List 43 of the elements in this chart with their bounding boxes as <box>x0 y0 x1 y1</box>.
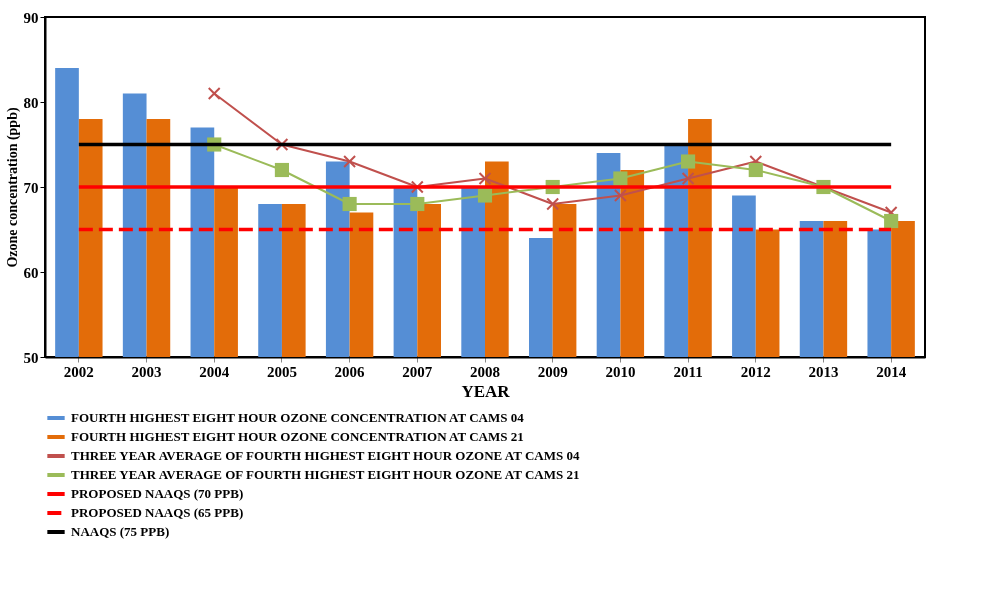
point <box>275 138 289 151</box>
x-tick-label: 2004 <box>199 363 230 380</box>
point <box>274 162 289 178</box>
x-tick-label: 2014 <box>876 363 907 380</box>
x-tick-label: 2009 <box>537 363 568 380</box>
x-tick-label: 2003 <box>131 363 162 380</box>
legend-label: NAAQS (75 PPB) <box>71 524 170 539</box>
point <box>477 188 493 203</box>
y-tick-label: 50 <box>23 349 39 366</box>
y-tick-label: 80 <box>23 94 39 111</box>
legend-label: THREE YEAR AVERAGE OF FOURTH HIGHEST EIGHT HOUR OZONE AT CAMS 04 <box>71 448 580 463</box>
y-tick-label: 90 <box>23 9 39 26</box>
point <box>613 189 627 202</box>
y-tick-label: 70 <box>23 179 39 196</box>
x-tick-label: 2010 <box>605 363 636 380</box>
x-tick-label: 2011 <box>673 363 703 380</box>
legend-label: FOURTH HIGHEST EIGHT HOUR OZONE CONCENTRATION AT CAMS 04 <box>71 410 525 425</box>
point <box>546 197 560 211</box>
x-tick-label: 2005 <box>266 363 297 380</box>
point <box>342 196 357 212</box>
point <box>478 172 492 185</box>
x-tick-label: 2007 <box>402 363 433 380</box>
x-axis-title: YEAR <box>461 381 511 401</box>
x-tick-label: 2008 <box>470 363 500 380</box>
point <box>410 196 425 212</box>
x-tick-label: 2012 <box>740 363 771 380</box>
x-tick-label: 2013 <box>808 363 839 380</box>
legend-label: FOURTH HIGHEST EIGHT HOUR OZONE CONCENTRATION AT CAMS 21 <box>71 429 524 444</box>
point <box>613 171 628 186</box>
point <box>681 172 695 185</box>
y-tick-label: 60 <box>23 264 39 281</box>
point <box>343 155 357 168</box>
legend-label: PROPOSED NAAQS (65 PPB) <box>71 505 244 520</box>
y-axis-title: Ozone concentration (ppb) <box>4 107 21 268</box>
legend-label: PROPOSED NAAQS (70 PPB) <box>71 486 244 501</box>
legend-label: THREE YEAR AVERAGE OF FOURTH HIGHEST EIGHT HOUR OZONE AT CAMS 21 <box>71 467 580 482</box>
x-tick-label: 2006 <box>334 363 366 380</box>
x-tick-label: 2002 <box>63 363 94 380</box>
point <box>207 87 221 100</box>
point <box>410 180 424 194</box>
point <box>748 162 763 178</box>
point <box>884 213 899 229</box>
point <box>681 154 696 169</box>
